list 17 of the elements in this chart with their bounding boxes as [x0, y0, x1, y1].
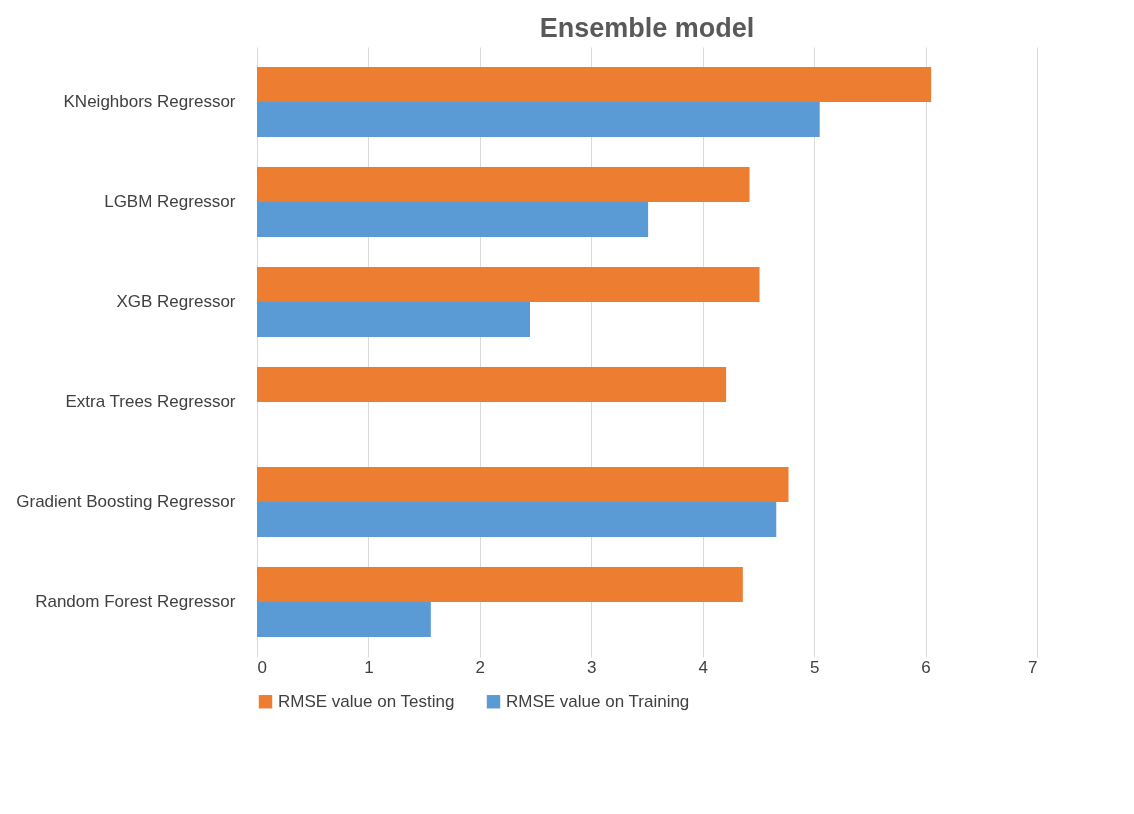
- x-tick-label: 0: [257, 657, 267, 677]
- y-tick-label: LGBM Regressor: [104, 192, 236, 211]
- x-tick-label: 4: [698, 657, 708, 677]
- x-tick-label: 1: [364, 657, 374, 677]
- y-tick-label: Random Forest Regressor: [35, 592, 236, 611]
- x-tick-label: 3: [587, 657, 597, 677]
- y-tick-label: Gradient Boosting Regressor: [16, 492, 236, 511]
- x-tick-label: 5: [809, 657, 820, 677]
- legend-label: RMSE value on Testing: [278, 691, 455, 711]
- x-tick-label: 6: [921, 657, 931, 677]
- y-tick-label: XGB Regressor: [116, 292, 236, 311]
- chart-title: Ensemble model: [539, 13, 755, 43]
- y-tick-label: KNeighbors Regressor: [63, 92, 236, 111]
- x-tick-label: 7: [1028, 657, 1038, 677]
- y-tick-label: Extra Trees Regressor: [65, 392, 236, 411]
- x-tick-label: 2: [475, 657, 486, 677]
- legend-label: RMSE value on Training: [506, 691, 690, 711]
